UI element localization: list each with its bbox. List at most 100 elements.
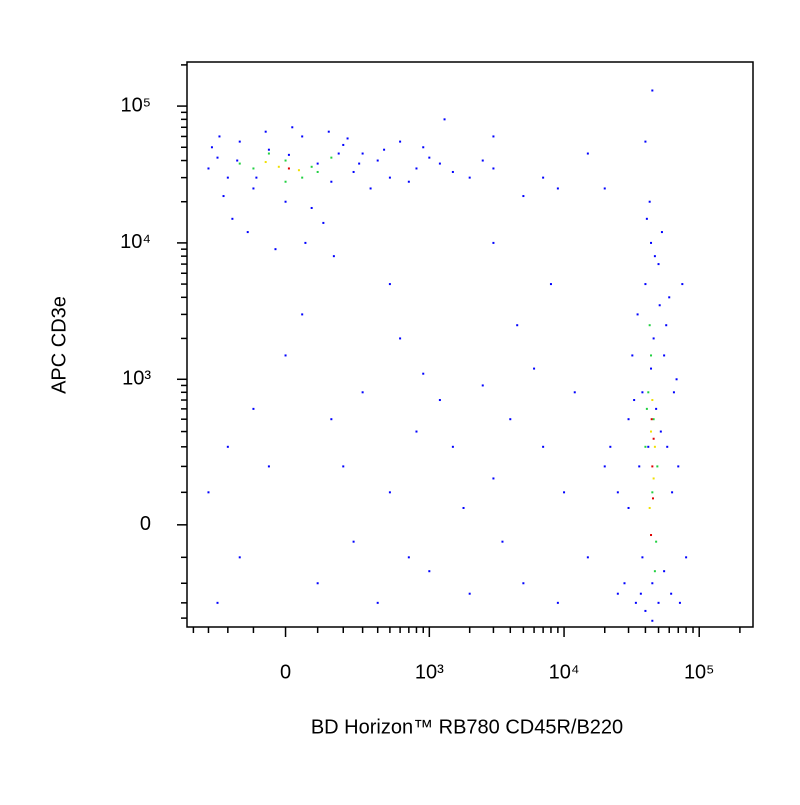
dot <box>653 570 656 573</box>
dot <box>603 187 606 190</box>
x-tick-label: 10⁵ <box>684 661 715 683</box>
dot <box>342 143 345 146</box>
dot <box>509 418 512 421</box>
dot <box>330 418 333 421</box>
dot <box>361 391 364 394</box>
dot <box>291 126 294 129</box>
dot <box>316 582 319 585</box>
dot <box>462 506 465 509</box>
dot <box>301 313 304 316</box>
dot <box>653 445 656 448</box>
dot <box>226 445 229 448</box>
dot <box>655 407 658 410</box>
dot <box>468 592 471 595</box>
dot <box>549 283 552 286</box>
dot <box>651 497 654 500</box>
dot <box>651 465 654 468</box>
plot-frame <box>186 61 754 628</box>
dot <box>644 445 647 448</box>
dot <box>659 430 662 433</box>
dot <box>492 135 495 138</box>
dot <box>644 283 647 286</box>
dot <box>231 217 234 220</box>
dot <box>556 187 559 190</box>
dot <box>388 491 391 494</box>
y-tick-label: 10³ <box>122 368 151 390</box>
dot <box>652 337 655 340</box>
dot <box>492 477 495 480</box>
dot <box>650 430 653 433</box>
dot <box>648 506 651 509</box>
dot <box>252 187 255 190</box>
dot <box>647 445 650 448</box>
dot <box>388 283 391 286</box>
dot <box>639 592 642 595</box>
x-tick-label: 10⁴ <box>549 661 580 683</box>
dot <box>656 465 659 468</box>
dot <box>481 384 484 387</box>
dot <box>616 491 619 494</box>
dot <box>644 609 647 612</box>
y-tick-label: 10⁴ <box>120 231 151 253</box>
dot <box>672 391 675 394</box>
dot <box>645 407 648 410</box>
dot <box>542 445 545 448</box>
dot <box>284 200 287 203</box>
dot <box>650 367 653 370</box>
dot <box>415 430 418 433</box>
dot <box>310 165 313 168</box>
dot <box>542 176 545 179</box>
dot <box>422 372 425 375</box>
dot <box>678 601 681 604</box>
dot <box>264 130 267 133</box>
dot <box>685 556 688 559</box>
dot <box>322 221 325 224</box>
dot <box>407 180 410 183</box>
dot <box>330 156 333 159</box>
dot <box>274 248 277 251</box>
dot <box>451 445 454 448</box>
dot <box>631 354 634 357</box>
dot <box>653 255 656 258</box>
dot <box>675 378 678 381</box>
dot <box>337 152 340 155</box>
dot <box>609 445 612 448</box>
dot <box>284 180 287 183</box>
dot <box>287 153 290 156</box>
dot <box>492 241 495 244</box>
dot <box>369 187 372 190</box>
dot <box>670 592 673 595</box>
dot <box>677 465 680 468</box>
dot <box>218 135 221 138</box>
dot <box>207 491 210 494</box>
dot <box>657 601 660 604</box>
dot <box>222 195 225 198</box>
dot <box>492 167 495 170</box>
dot <box>671 491 674 494</box>
dot <box>658 304 661 307</box>
y-tick-label: 10⁵ <box>120 94 151 116</box>
dot <box>650 418 653 421</box>
dot <box>556 601 559 604</box>
dot <box>651 399 654 402</box>
dot <box>641 391 644 394</box>
dot <box>301 135 304 138</box>
dot <box>428 570 431 573</box>
dot <box>657 263 660 266</box>
dot <box>310 206 313 209</box>
dot <box>415 167 418 170</box>
dot <box>383 148 386 151</box>
dot <box>316 170 319 173</box>
dot <box>327 130 330 133</box>
x-tick-label: 10³ <box>415 661 444 683</box>
dot <box>252 167 255 170</box>
dot <box>645 217 648 220</box>
y-axis-title: APC CD3e <box>48 296 70 394</box>
dot <box>663 570 666 573</box>
dot <box>652 477 655 480</box>
dot <box>650 241 653 244</box>
dot <box>238 162 241 165</box>
dot <box>666 445 669 448</box>
dot <box>603 465 606 468</box>
